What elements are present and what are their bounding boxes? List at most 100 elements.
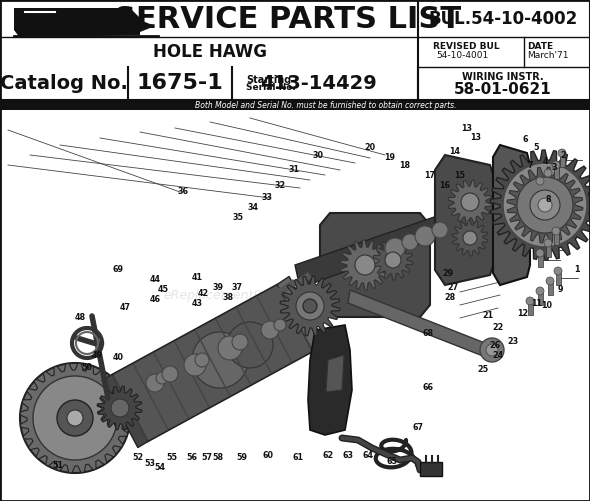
Text: 8: 8 — [545, 195, 551, 204]
Circle shape — [261, 321, 279, 339]
Polygon shape — [559, 153, 565, 167]
Text: 13: 13 — [461, 124, 473, 132]
Polygon shape — [320, 213, 430, 317]
Text: 13: 13 — [470, 133, 481, 142]
Text: 53: 53 — [145, 458, 156, 467]
Text: 54: 54 — [155, 462, 166, 471]
Bar — [0, 0, 590, 100]
Text: 24: 24 — [493, 351, 503, 360]
Text: Catalog No.: Catalog No. — [0, 74, 128, 93]
Text: 62: 62 — [323, 451, 333, 460]
Circle shape — [67, 410, 83, 426]
Text: 56: 56 — [186, 453, 198, 462]
Polygon shape — [340, 240, 390, 290]
Text: 58: 58 — [212, 453, 224, 462]
Text: Starting: Starting — [246, 75, 291, 85]
Text: 21: 21 — [483, 311, 494, 320]
Polygon shape — [97, 390, 133, 426]
Text: SERVICE PARTS LIST: SERVICE PARTS LIST — [114, 5, 461, 34]
Polygon shape — [308, 325, 352, 435]
Polygon shape — [373, 240, 413, 280]
Text: 9: 9 — [557, 286, 563, 295]
Circle shape — [503, 163, 587, 247]
Polygon shape — [548, 281, 552, 295]
Polygon shape — [556, 271, 560, 285]
Circle shape — [486, 344, 498, 356]
Text: 33: 33 — [261, 192, 273, 201]
Text: WIRING INSTR.: WIRING INSTR. — [462, 72, 544, 82]
Circle shape — [558, 149, 566, 157]
Text: 46: 46 — [149, 296, 160, 305]
Text: 57: 57 — [202, 453, 212, 462]
Circle shape — [184, 354, 206, 376]
Polygon shape — [102, 374, 148, 447]
Text: 10: 10 — [542, 301, 552, 310]
Text: 48: 48 — [74, 314, 86, 323]
Circle shape — [57, 400, 93, 436]
Circle shape — [111, 399, 129, 417]
Circle shape — [538, 198, 552, 212]
Polygon shape — [448, 180, 492, 224]
Circle shape — [432, 222, 448, 238]
Text: 36: 36 — [178, 187, 188, 196]
Text: Serial No.: Serial No. — [246, 83, 296, 92]
Circle shape — [162, 366, 178, 382]
Text: 20: 20 — [365, 143, 376, 152]
Text: 38: 38 — [222, 293, 234, 302]
Bar — [420, 462, 442, 476]
Text: 17: 17 — [424, 170, 435, 179]
Circle shape — [536, 287, 544, 295]
Polygon shape — [43, 35, 65, 37]
Polygon shape — [537, 181, 542, 195]
Text: 18: 18 — [399, 160, 411, 169]
Bar — [0, 110, 590, 501]
Circle shape — [552, 161, 560, 169]
Text: 12: 12 — [517, 309, 529, 318]
Circle shape — [536, 177, 544, 185]
Circle shape — [296, 292, 324, 320]
Text: 35: 35 — [232, 213, 244, 222]
Text: 49: 49 — [91, 351, 103, 360]
Text: 6: 6 — [522, 135, 527, 144]
Polygon shape — [546, 173, 550, 187]
Text: 413-14429: 413-14429 — [260, 74, 376, 93]
Circle shape — [156, 372, 168, 384]
Text: 28: 28 — [444, 294, 455, 303]
Circle shape — [463, 231, 477, 245]
Circle shape — [517, 177, 573, 233]
Text: 16: 16 — [440, 180, 451, 189]
Text: 68: 68 — [422, 329, 434, 338]
Text: 39: 39 — [212, 283, 224, 292]
Text: March'71: March'71 — [527, 51, 569, 60]
Text: 7: 7 — [527, 160, 533, 169]
Polygon shape — [280, 276, 340, 336]
Text: 67: 67 — [412, 423, 424, 432]
Circle shape — [185, 325, 255, 395]
Polygon shape — [553, 231, 559, 245]
Text: 15: 15 — [454, 170, 466, 179]
Circle shape — [385, 252, 401, 268]
Circle shape — [530, 190, 560, 220]
Circle shape — [220, 315, 280, 375]
Text: 64: 64 — [362, 451, 373, 460]
Polygon shape — [546, 243, 550, 257]
Circle shape — [218, 336, 242, 360]
Text: 52: 52 — [132, 453, 143, 462]
Text: 51: 51 — [53, 460, 64, 469]
Circle shape — [402, 234, 418, 250]
Circle shape — [554, 267, 562, 275]
Polygon shape — [537, 291, 542, 305]
Circle shape — [192, 332, 248, 388]
Text: 1: 1 — [574, 266, 580, 275]
Polygon shape — [295, 215, 445, 288]
Text: 34: 34 — [247, 203, 258, 212]
Circle shape — [536, 249, 544, 257]
Text: 47: 47 — [120, 303, 130, 312]
Text: 59: 59 — [237, 453, 247, 462]
Text: 27: 27 — [447, 283, 458, 292]
Text: 61: 61 — [293, 453, 303, 462]
Polygon shape — [302, 258, 376, 306]
Circle shape — [355, 255, 375, 275]
Polygon shape — [493, 145, 530, 285]
Text: 37: 37 — [231, 283, 242, 292]
